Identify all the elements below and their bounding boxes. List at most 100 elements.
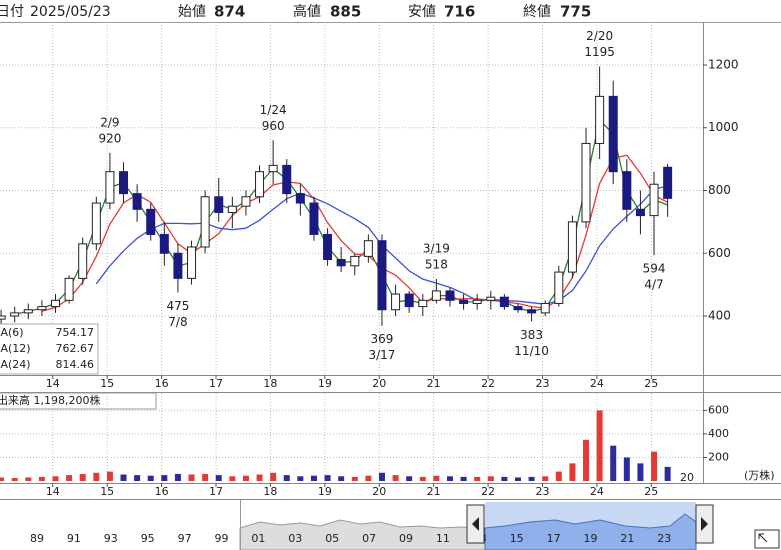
navigator xyxy=(239,500,697,550)
x-tick-label: 17 xyxy=(209,377,223,390)
x-tick-label: 15 xyxy=(100,377,114,390)
volume-bar xyxy=(637,463,644,481)
volume-bar xyxy=(583,439,590,481)
x-tick-label: 25 xyxy=(644,485,658,498)
candle-body xyxy=(445,290,455,301)
annotation-value: 475 xyxy=(166,299,189,313)
volume-bar xyxy=(161,475,168,481)
vol-layer xyxy=(0,410,671,481)
x-tick-label: 17 xyxy=(209,485,223,498)
candle-body xyxy=(391,293,401,311)
candle-body xyxy=(51,299,60,308)
navigator-label: 93 xyxy=(104,532,118,545)
scale-marker: 20 xyxy=(680,471,694,484)
x-tick-label: 20 xyxy=(372,485,386,498)
x-tick-label: 21 xyxy=(427,485,441,498)
open-value: 874 xyxy=(214,3,245,21)
volume-bar xyxy=(66,475,73,481)
x-tick-label: 14 xyxy=(46,485,60,498)
x-tick-label: 18 xyxy=(263,485,277,498)
volume-bar xyxy=(474,476,481,481)
candle-body xyxy=(64,277,74,301)
volume-bar xyxy=(392,475,399,481)
annotation-value: 594 xyxy=(643,262,666,276)
candle-body xyxy=(513,306,523,311)
volume-bar xyxy=(433,475,440,481)
annotation-date: 1/24 xyxy=(260,103,287,117)
candle-body xyxy=(377,240,387,311)
candle-body xyxy=(187,246,197,279)
candle-body xyxy=(10,312,20,317)
legend-value: 754.17 xyxy=(56,326,95,339)
volume-title-box xyxy=(0,392,157,410)
candle-body xyxy=(37,306,47,311)
candle-body xyxy=(663,166,673,199)
annotation-date: 7/8 xyxy=(168,315,187,329)
x-tick-label: 16 xyxy=(155,485,169,498)
navigator-area xyxy=(484,513,697,550)
annotation-date: 4/7 xyxy=(644,278,663,292)
volume-bar xyxy=(283,475,290,481)
candle-body xyxy=(336,259,346,267)
candle-body xyxy=(499,296,509,308)
volume-bar xyxy=(188,474,195,481)
candle-body xyxy=(159,233,169,254)
x-tick-label: 19 xyxy=(318,485,332,498)
candle-body xyxy=(567,221,577,273)
low-label: 安値 xyxy=(408,4,436,20)
candle-body xyxy=(472,299,482,304)
legend-name: MA(24) xyxy=(0,358,31,371)
y-tick-label: 600 xyxy=(708,246,731,260)
volume-bar xyxy=(555,471,562,481)
candle-body xyxy=(540,302,550,314)
x-tick-label: 19 xyxy=(318,377,332,390)
candle-body xyxy=(323,233,333,261)
navigator-label: 95 xyxy=(141,532,155,545)
navigator-label: 17 xyxy=(547,532,561,545)
navigator-label: 89 xyxy=(30,532,44,545)
candle-body xyxy=(608,95,618,173)
y-tick-label: 400 xyxy=(708,309,731,323)
volume-bar xyxy=(501,476,508,481)
volume-bar xyxy=(623,457,630,481)
volume-bar xyxy=(202,473,209,481)
volume-bar xyxy=(569,463,576,481)
annotation-value: 920 xyxy=(98,131,121,145)
candle-body xyxy=(622,171,632,210)
candle-body xyxy=(309,202,319,235)
x-tick-label: 23 xyxy=(535,485,549,498)
candle-body xyxy=(363,240,373,257)
handle-icon xyxy=(472,517,479,531)
expand-icon xyxy=(758,533,768,543)
volume-bar xyxy=(134,475,141,481)
candle-body xyxy=(173,252,183,279)
y-tick-label: 200 xyxy=(708,450,729,463)
navigator-label: 09 xyxy=(399,532,413,545)
navigator-label: 99 xyxy=(215,532,229,545)
x-tick-label: 22 xyxy=(481,377,495,390)
header: 日付 2025/05/23 始値 874 高値 885 安値 716 終値 77… xyxy=(0,3,591,21)
candle-body xyxy=(255,171,265,198)
y-tick-label: 400 xyxy=(708,427,729,440)
volume-bar xyxy=(25,477,32,481)
x-tick-label: 16 xyxy=(155,377,169,390)
annotation-value: 1195 xyxy=(584,45,615,59)
x-tick-label: 22 xyxy=(481,485,495,498)
navigator-label: 19 xyxy=(584,532,598,545)
volume-bar xyxy=(338,476,345,481)
annotation-date: 11/10 xyxy=(514,344,549,358)
volume-bar xyxy=(487,476,494,481)
legend-box xyxy=(0,323,99,375)
candle-body xyxy=(649,183,659,217)
x-tick-label: 14 xyxy=(46,377,60,390)
legend-name: MA(6) xyxy=(0,326,24,339)
y-tick-label: 600 xyxy=(708,403,729,416)
candle-body xyxy=(78,243,88,279)
volume-bar xyxy=(120,474,127,481)
high-value: 885 xyxy=(330,3,361,21)
x-tick-label: 15 xyxy=(100,485,114,498)
candle-body xyxy=(146,208,156,235)
volume-bar xyxy=(297,476,304,481)
candle-body xyxy=(282,164,292,195)
